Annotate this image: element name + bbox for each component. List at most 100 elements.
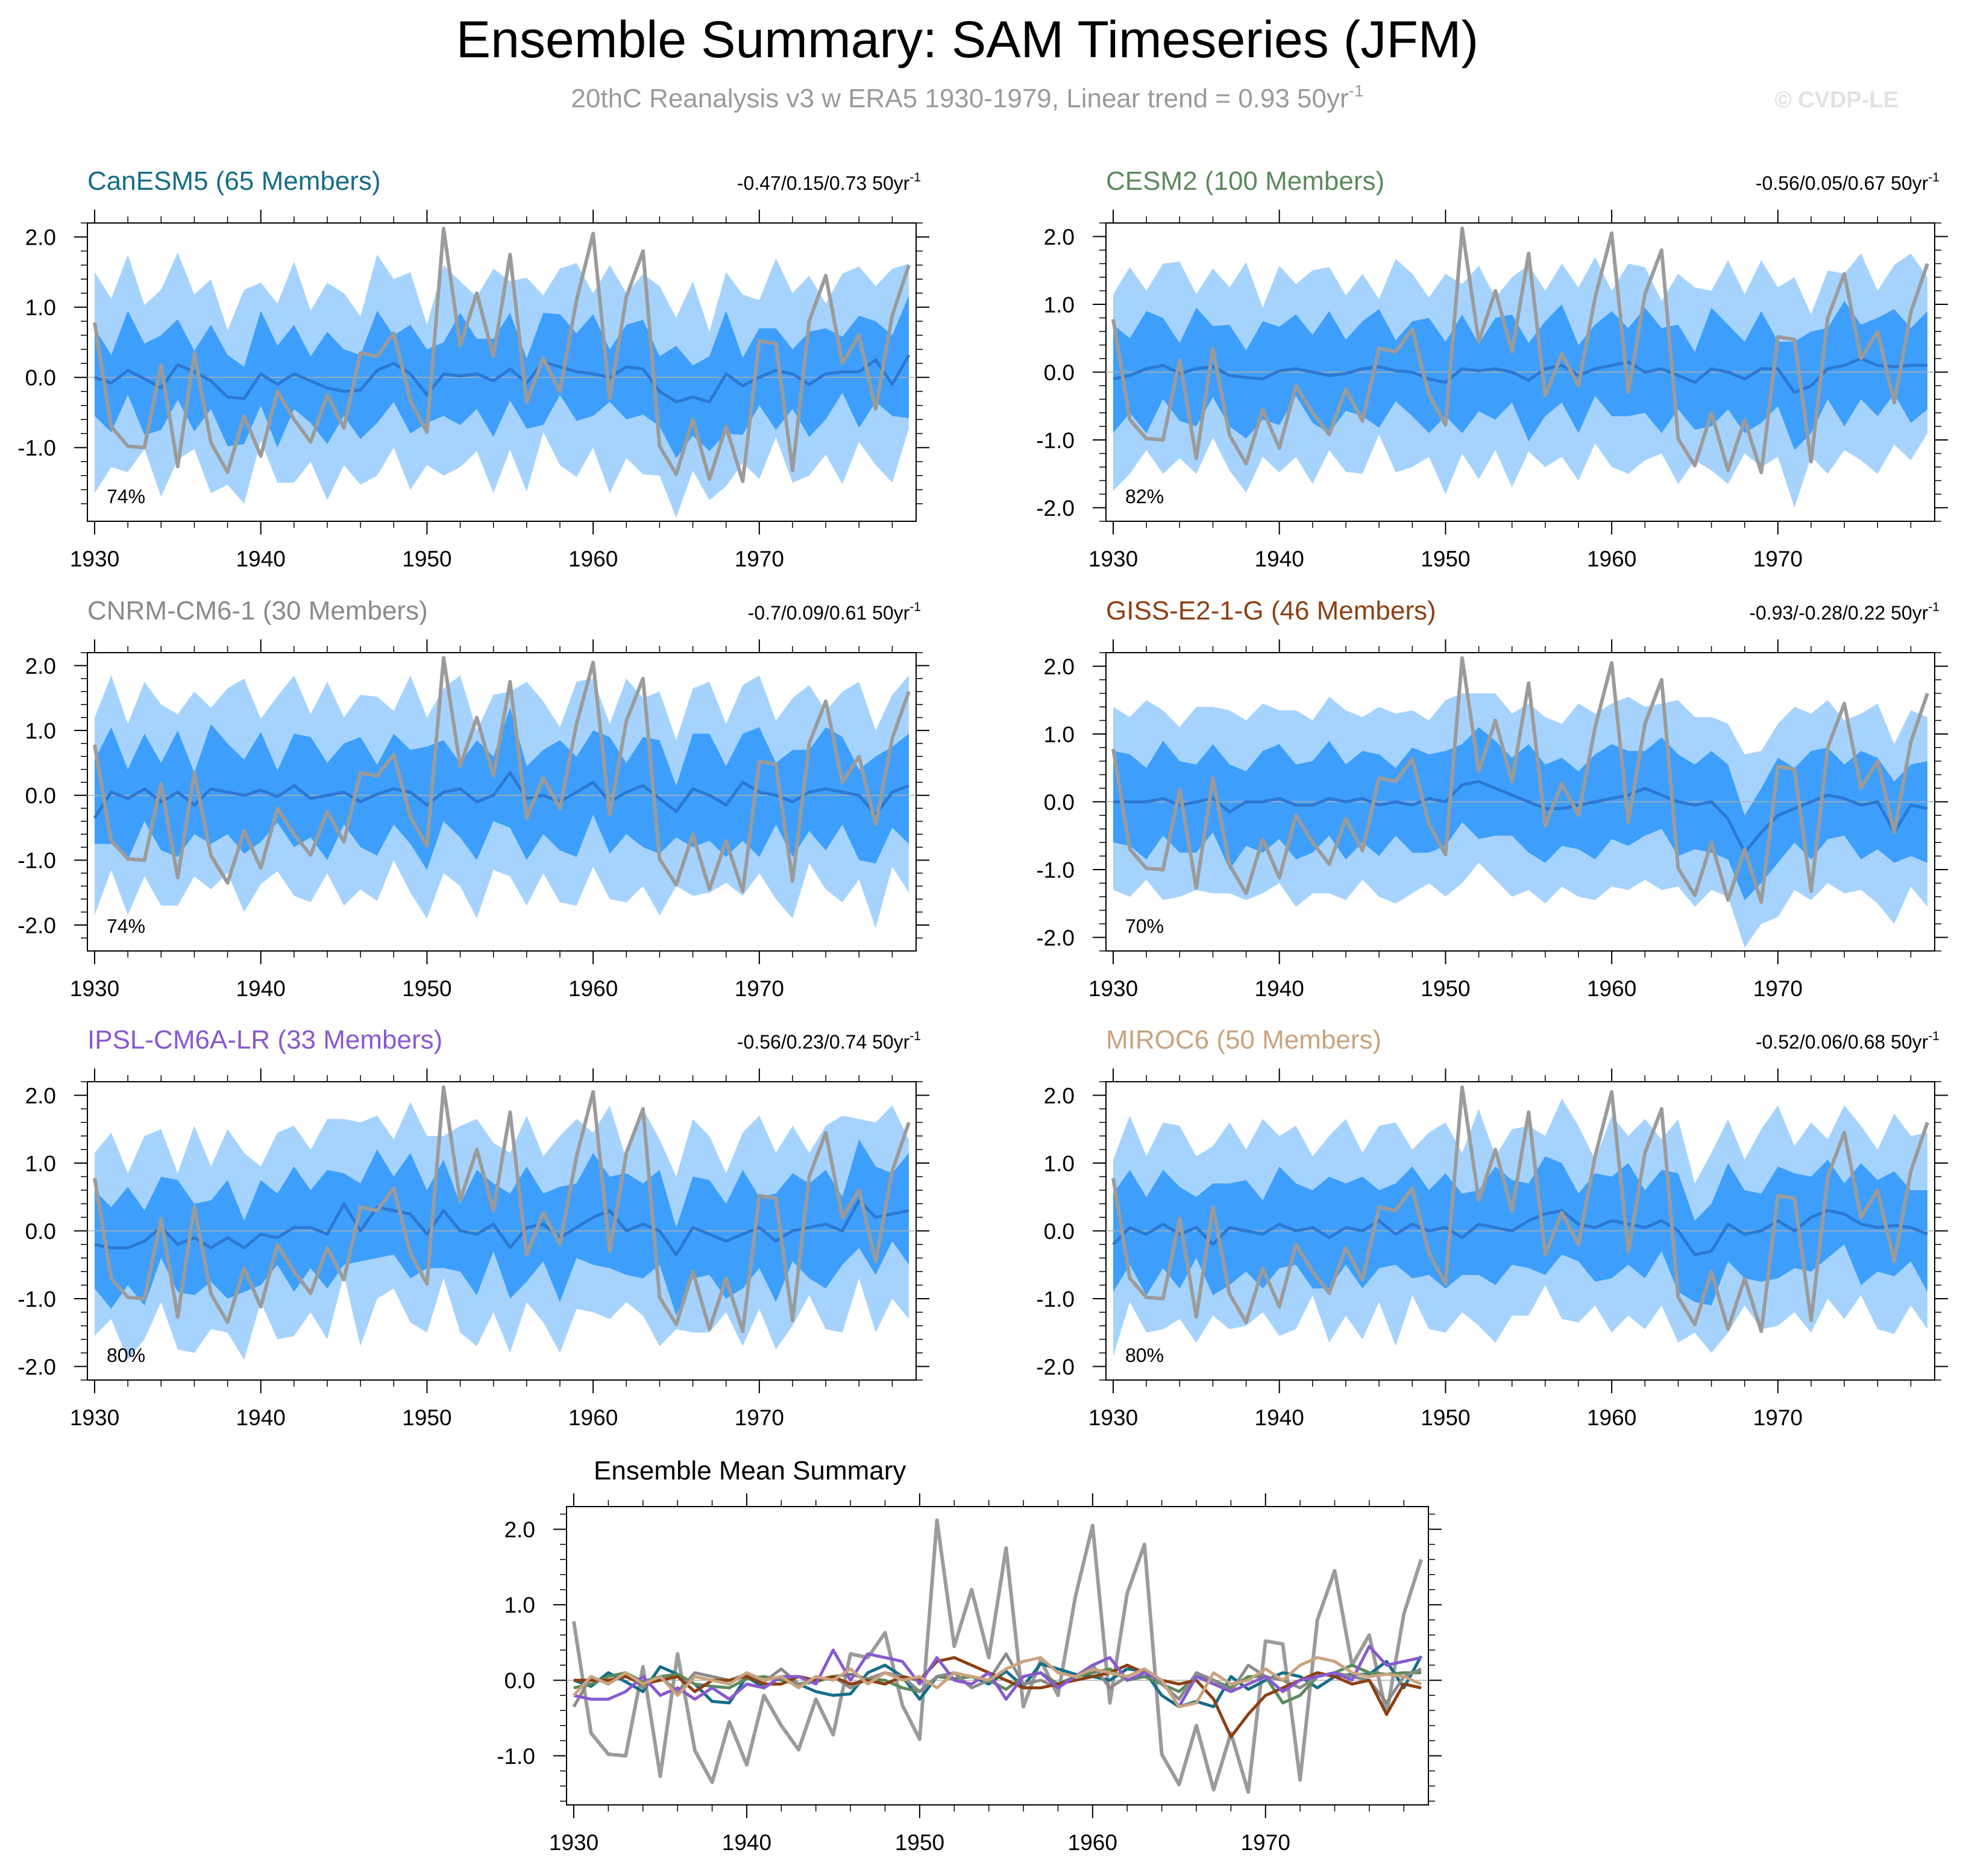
trend-superscript: -1 [1928,171,1939,184]
trend-label: -0.93/-0.28/0.22 50yr-1 [1749,600,1939,624]
model-panel: 1930 1940 1950 1960 1970 2.0 1.0 0.0 -1.0 -2.0 74%… [17,596,929,1001]
percent-label: 80% [107,1344,145,1366]
trend-text: -0.93/-0.28/0.22 50yr [1749,602,1928,624]
percent-label: 74% [107,486,145,507]
plot-frame [87,222,917,522]
x-tick-label: 1950 [1421,976,1470,1001]
y-tick-label: -1.0 [1036,1287,1075,1311]
model-mean-line [573,1656,1422,1708]
observed-line [1111,1085,1929,1333]
subtitle-text: 20thC Reanalysis v3 w ERA5 1930-1979, Li… [571,84,1348,113]
ensemble-mean-line [1113,780,1928,855]
spread-band-inner [95,1139,909,1316]
x-tick-label: 1930 [1088,1405,1138,1430]
x-tick-label: 1930 [1088,976,1138,1001]
x-tick-label: 1940 [1255,976,1304,1001]
y-tick-label: -1.0 [497,1744,535,1769]
y-tick-label: 1.0 [1044,722,1075,747]
y-tick-label: -2.0 [1036,496,1075,521]
x-tick-label: 1960 [568,976,618,1001]
x-tick-label: 1940 [1255,1405,1304,1430]
x-tick-label: 1950 [895,1830,944,1855]
trend-superscript: -1 [909,600,921,614]
trend-label: -0.56/0.05/0.67 50yr-1 [1756,171,1939,194]
y-tick-label: -1.0 [1036,428,1075,453]
model-panel: 1930 1940 1950 1960 1970 2.0 1.0 0.0 -1.0 74% CanE… [17,166,929,571]
x-tick-label: 1960 [568,1405,618,1430]
x-tick-label: 1960 [1587,976,1636,1001]
model-panel: 1930 1940 1950 1960 1970 2.0 1.0 0.0 -1.0 -2.0 82%… [1036,166,1948,571]
x-tick-label: 1930 [70,1405,119,1430]
observed-line [1111,656,1929,904]
x-tick-label: 1930 [549,1830,598,1855]
x-tick-label: 1950 [402,976,451,1001]
figure-subtitle: 20thC Reanalysis v3 w ERA5 1930-1979, Li… [571,81,1363,113]
trend-superscript: -1 [909,171,921,184]
panels-layer: 1930 1940 1950 1960 1970 2.0 1.0 0.0 -1.0 74% CanE… [17,166,1948,1430]
percent-label: 82% [1125,486,1164,507]
subtitle-superscript: -1 [1349,81,1364,100]
trend-text: -0.7/0.09/0.61 50yr [748,602,910,624]
y-tick-label: 0.0 [25,783,56,808]
x-tick-label: 1960 [1068,1830,1117,1855]
model-panel: 1930 1940 1950 1960 1970 2.0 1.0 0.0 -1.0 -2.0 80%… [17,1025,929,1430]
model-panel: 1930 1940 1950 1960 1970 2.0 1.0 0.0 -1.0 -2.0 70%… [1036,596,1948,1001]
y-tick-label: 0.0 [25,366,56,391]
y-tick-label: 1.0 [25,1151,56,1176]
spread-band-inner [1113,727,1927,900]
y-tick-label: 0.0 [504,1669,535,1693]
y-tick-label: 2.0 [1044,1084,1075,1108]
percent-label: 74% [107,915,145,937]
ensemble-mean-summary: 1930 1940 1950 1960 1970 2.0 1.0 0.0 -1.0 Ensembl… [497,1456,1442,1855]
y-tick-label: 0.0 [1044,790,1075,815]
y-tick-label: 0.0 [1044,360,1075,385]
y-tick-label: 2.0 [1044,654,1075,679]
y-tick-label: 2.0 [1044,225,1075,249]
plot-frame [87,652,917,952]
x-tick-label: 1970 [1753,1405,1803,1430]
x-tick-label: 1970 [1753,976,1803,1001]
panel-title: GISS-E2-1-G (46 Members) [1106,596,1436,626]
trend-label: -0.56/0.23/0.74 50yr-1 [737,1029,921,1053]
y-tick-label: -2.0 [1036,926,1075,950]
x-tick-label: 1930 [70,976,119,1001]
y-tick-label: -2.0 [1036,1355,1075,1379]
x-tick-label: 1960 [1587,1405,1636,1430]
ensemble-mean-line [94,354,911,404]
x-tick-label: 1930 [1088,547,1138,571]
y-tick-label: 2.0 [25,1084,56,1108]
plot-frame [566,1506,1429,1805]
y-tick-label: -2.0 [17,1355,56,1379]
observed-line [93,227,911,483]
x-tick-label: 1970 [735,1405,784,1430]
panel-title: MIROC6 (50 Members) [1106,1025,1381,1055]
x-tick-label: 1940 [236,547,286,571]
x-tick-label: 1950 [1421,547,1470,571]
percent-label: 80% [1125,1344,1164,1366]
x-tick-label: 1970 [735,547,784,571]
ensemble-mean-line [94,1199,909,1256]
model-panel: 1930 1940 1950 1960 1970 2.0 1.0 0.0 -1.0 -2.0 80%… [1036,1025,1948,1430]
x-tick-label: 1970 [1241,1830,1290,1855]
y-tick-label: -1.0 [17,1287,56,1311]
percent-label: 70% [1125,915,1164,937]
y-tick-label: -1.0 [1036,858,1075,882]
summary-title: Ensemble Mean Summary [594,1456,906,1485]
y-tick-label: -2.0 [17,913,56,938]
observed-line [1111,227,1929,474]
spread-band-inner [95,707,909,870]
x-tick-label: 1940 [236,1405,286,1430]
x-tick-label: 1950 [402,1405,451,1430]
ensemble-mean-line [93,771,909,819]
watermark: © CVDP-LE [1775,87,1899,113]
ensemble-mean-line [1113,357,1927,394]
figure-title: Ensemble Summary: SAM Timeseries (JFM) [456,11,1478,69]
x-tick-label: 1960 [1587,547,1636,571]
y-tick-label: 1.0 [25,718,56,743]
trend-text: -0.56/0.23/0.74 50yr [737,1031,910,1053]
model-mean-line [573,1645,1422,1708]
observed-line [93,1085,911,1333]
x-tick-label: 1970 [735,976,784,1001]
x-tick-label: 1970 [1753,547,1803,571]
